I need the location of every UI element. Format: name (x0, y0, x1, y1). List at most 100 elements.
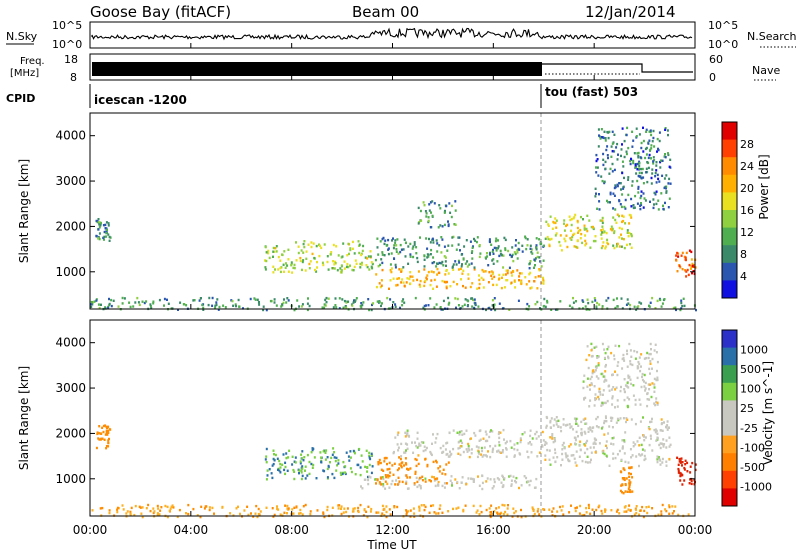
velocity-cell (345, 451, 348, 454)
power-cell (607, 242, 610, 246)
power-cell (601, 179, 604, 183)
velocity-cell (628, 342, 631, 346)
velocity-cell (559, 505, 561, 509)
power-cell (545, 220, 548, 223)
velocity-cell (649, 372, 651, 375)
velocity-cell (628, 504, 631, 507)
power-cell (598, 200, 601, 203)
power-cell (325, 301, 328, 304)
power-cell (478, 286, 481, 290)
power-cell (380, 304, 382, 308)
velocity-cell (369, 457, 372, 461)
velocity-cell (344, 465, 347, 468)
velocity-cell (459, 453, 462, 457)
velocity-cell (569, 443, 572, 446)
velocity-cell (322, 511, 325, 514)
velocity-cell (628, 466, 631, 469)
velocity-cell (521, 433, 524, 436)
velocity-cell (578, 512, 581, 515)
velocity-cell (661, 429, 664, 432)
power-cell (509, 253, 512, 257)
power-cell (471, 257, 474, 260)
power-cell (643, 197, 646, 200)
velocity-cell (476, 509, 479, 512)
velocity-cell (342, 511, 345, 514)
velocity-cell (378, 458, 381, 462)
power-cell (566, 223, 569, 227)
velocity-cell (408, 435, 411, 438)
velocity-cell (409, 476, 411, 479)
velocity-cell (365, 449, 368, 452)
power-cell (559, 300, 562, 303)
velocity-cell (623, 440, 626, 444)
power-cell (311, 252, 314, 256)
power-cell (491, 277, 494, 280)
power-cell (375, 273, 378, 276)
power-cell (547, 224, 550, 227)
velocity-cell (551, 510, 554, 513)
velocity-cell (396, 433, 399, 437)
velocity-cell (424, 480, 427, 483)
velocity-cell (640, 353, 643, 356)
power-cell (623, 155, 626, 159)
power-cell (611, 150, 614, 153)
velocity-cell (598, 504, 601, 507)
velocity-cell (396, 443, 399, 446)
velocity-cell (623, 510, 626, 513)
power-cell (680, 254, 683, 257)
velocity-cell (644, 389, 647, 392)
power-cell (302, 251, 305, 254)
velocity-cell (487, 450, 489, 453)
power-cell (444, 260, 447, 263)
velocity-cell (494, 444, 497, 448)
velocity-cell (687, 513, 690, 516)
power-cell (595, 166, 597, 169)
power-cell (515, 239, 517, 242)
power-cell (324, 304, 327, 307)
velocity-cell (490, 429, 492, 432)
power-cell (694, 266, 697, 269)
power-cell (657, 208, 660, 211)
velocity-cell (435, 437, 438, 440)
power-cell (609, 167, 612, 171)
x-tick-label: 12:00 (375, 523, 410, 537)
power-cell (419, 209, 422, 213)
power-cell (653, 191, 656, 195)
velocity-cell (499, 512, 502, 516)
velocity-cell (662, 438, 665, 441)
velocity-cell (626, 381, 629, 385)
power-cell (423, 254, 426, 258)
power-cell (584, 305, 587, 308)
velocity-cell (493, 480, 496, 484)
power-cell (632, 159, 635, 163)
velocity-cell (577, 424, 580, 427)
power-cell (632, 139, 635, 142)
power-cell (429, 297, 432, 300)
velocity-cell (489, 513, 492, 517)
power-cell (626, 231, 629, 234)
velocity-cell (444, 473, 447, 476)
velocity-cell (156, 512, 159, 515)
power-cell (520, 279, 523, 282)
power-cell (303, 240, 306, 243)
velocity-cell (660, 513, 663, 516)
power-cell (401, 304, 404, 307)
power-cell (614, 306, 617, 310)
power-cell (636, 179, 639, 183)
power-cell (141, 300, 144, 303)
power-cell (230, 299, 233, 302)
power-cell (664, 153, 666, 156)
power-cell (491, 250, 494, 253)
velocity-cell (529, 441, 531, 444)
power-cell (423, 268, 426, 271)
velocity-cell (622, 467, 625, 470)
velocity-cell (610, 419, 613, 422)
power-cell (536, 300, 539, 304)
velocity-cell (655, 397, 658, 400)
power-cell (570, 238, 573, 241)
power-cell (580, 232, 583, 236)
power-cell (604, 160, 607, 164)
power-cell (517, 299, 520, 302)
power-cell (402, 248, 405, 251)
